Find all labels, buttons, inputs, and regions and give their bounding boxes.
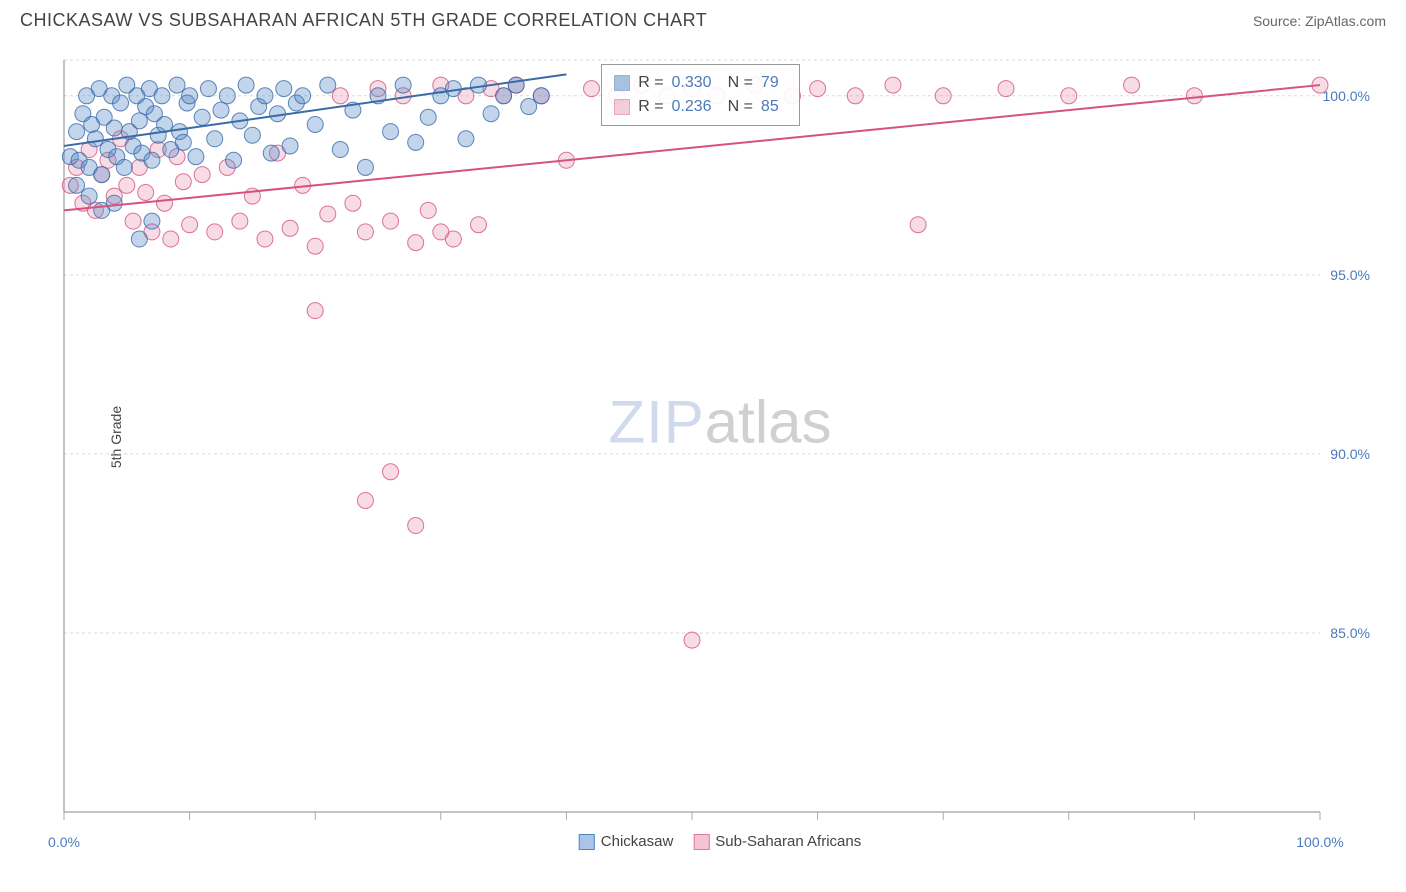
y-tick-label: 100.0% <box>1323 88 1370 104</box>
legend-label: Sub-Saharan Africans <box>715 833 861 850</box>
stats-swatch <box>614 99 630 115</box>
y-tick-label: 90.0% <box>1330 446 1370 462</box>
chart-source: Source: ZipAtlas.com <box>1253 13 1386 29</box>
stats-n-label: N = <box>728 95 753 119</box>
y-tick-label: 95.0% <box>1330 267 1370 283</box>
stats-r-value: 0.330 <box>672 71 712 95</box>
stats-row: R = 0.236 N = 85 <box>614 95 787 119</box>
scatter-plot <box>60 52 1380 822</box>
chart-header: CHICKASAW VS SUBSAHARAN AFRICAN 5TH GRAD… <box>0 0 1406 41</box>
legend-swatch <box>579 834 595 850</box>
legend-item: Chickasaw <box>579 833 674 850</box>
stats-n-value: 85 <box>761 95 779 119</box>
x-tick-label: 100.0% <box>1296 834 1343 850</box>
correlation-stats-box: R = 0.330 N = 79 R = 0.236 N = 85 <box>601 64 800 126</box>
y-tick-label: 85.0% <box>1330 625 1370 641</box>
chart-title: CHICKASAW VS SUBSAHARAN AFRICAN 5TH GRAD… <box>20 10 707 31</box>
x-tick-label: 0.0% <box>48 834 80 850</box>
chart-area: 5th Grade ZIPatlas R = 0.330 N = 79 R = … <box>60 52 1380 822</box>
stats-r-label: R = <box>638 95 663 119</box>
stats-r-value: 0.236 <box>672 95 712 119</box>
bottom-legend: Chickasaw Sub-Saharan Africans <box>579 833 861 850</box>
stats-swatch <box>614 75 630 91</box>
stats-r-label: R = <box>638 71 663 95</box>
stats-row: R = 0.330 N = 79 <box>614 71 787 95</box>
legend-label: Chickasaw <box>601 833 674 850</box>
legend-swatch <box>693 834 709 850</box>
stats-n-value: 79 <box>761 71 779 95</box>
legend-item: Sub-Saharan Africans <box>693 833 861 850</box>
stats-n-label: N = <box>728 71 753 95</box>
